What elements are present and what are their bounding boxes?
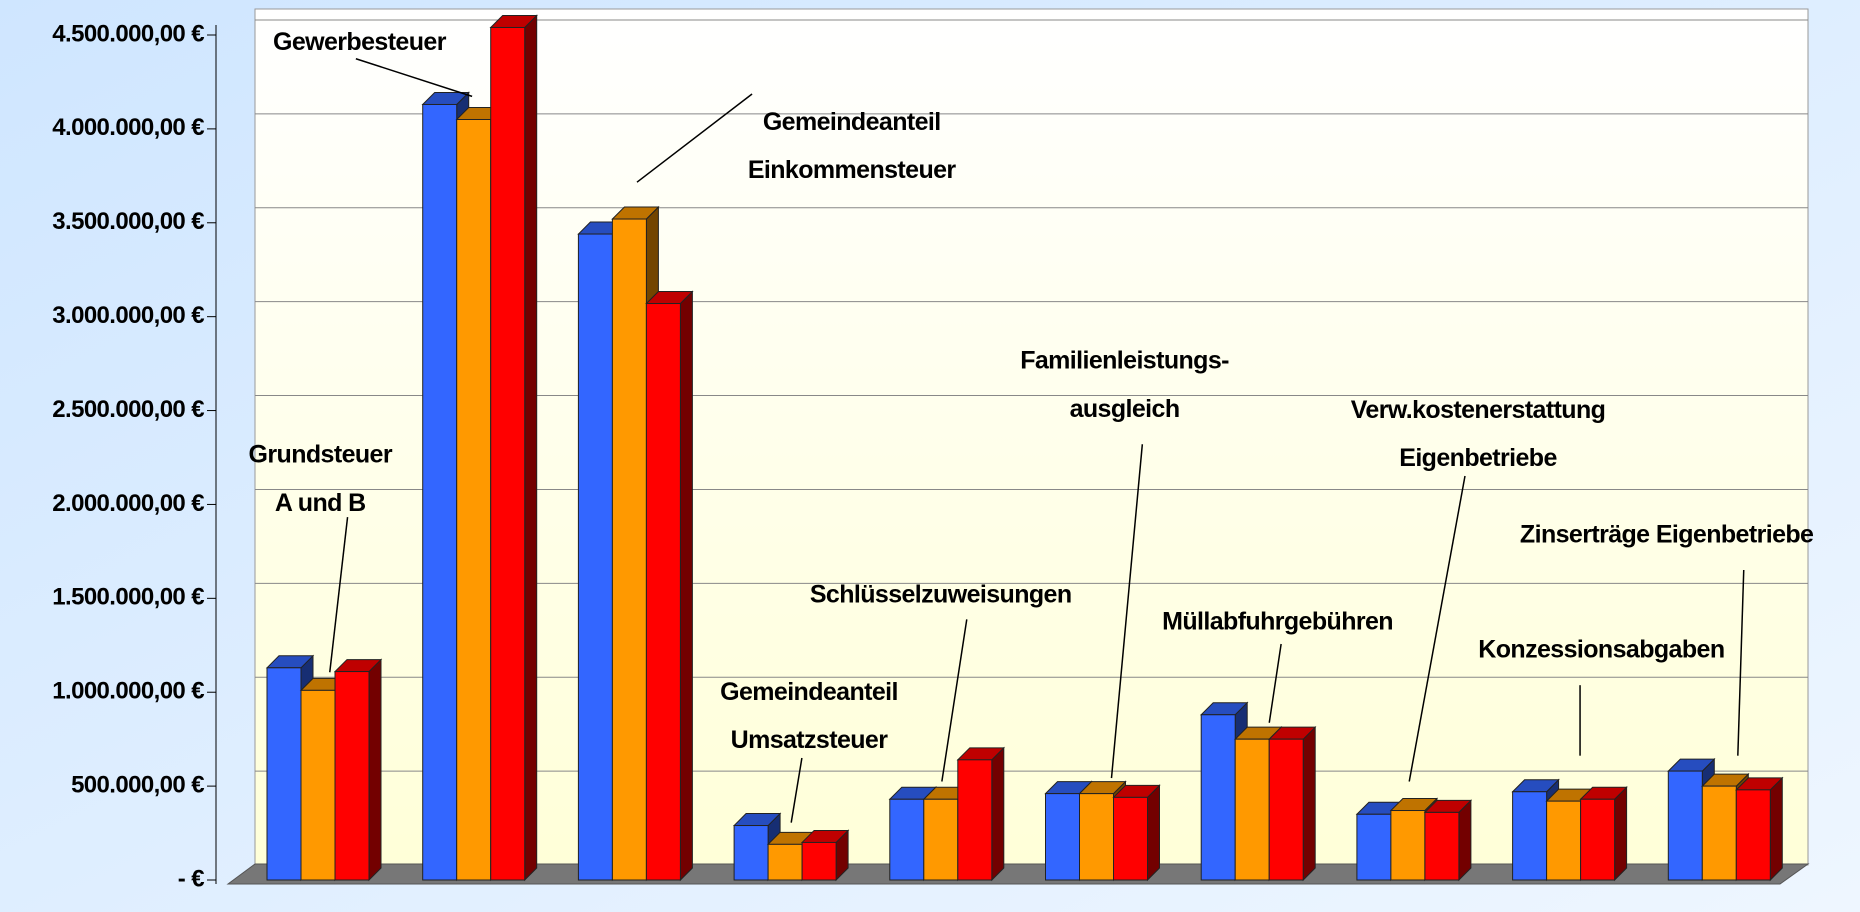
bar (889, 798, 925, 881)
leader-line (1408, 475, 1466, 782)
y-tick-label: 500.000,00 € (71, 771, 204, 798)
category-label: Familienleistungs- (1020, 347, 1229, 375)
y-tick-label: 4.500.000,00 € (52, 20, 204, 47)
category-label: Umsatzsteuer (731, 726, 889, 754)
bar (422, 103, 458, 881)
bar (456, 119, 492, 881)
bar-side (1147, 784, 1160, 882)
bar-side (1458, 799, 1472, 882)
bar (1200, 714, 1236, 881)
bar (957, 759, 993, 881)
leader-line (355, 58, 473, 98)
bar (1735, 789, 1771, 881)
bar-side (1614, 786, 1628, 882)
bar-side (679, 290, 693, 882)
category-label: Schlüsselzuweisungen (810, 580, 1072, 608)
category-label: Gemeindeanteil (720, 678, 898, 706)
bar (645, 303, 681, 881)
bar (1045, 793, 1080, 881)
bar (1701, 785, 1737, 881)
category-label: Eigenbetriebe (1399, 444, 1557, 472)
y-tick-label: 4.000.000,00 € (52, 114, 204, 141)
leader-line (1268, 643, 1282, 723)
bar (1580, 798, 1616, 881)
bar (767, 843, 803, 881)
bar (1667, 770, 1703, 881)
leader-line (636, 93, 753, 183)
bar (300, 689, 336, 881)
y-tick-label: 1.500.000,00 € (52, 584, 204, 611)
leader-line (790, 757, 803, 823)
bar-side (1302, 725, 1316, 882)
category-label: Grundsteuer (249, 441, 393, 469)
bar (1356, 813, 1392, 881)
bar (1268, 738, 1304, 881)
bar (1234, 738, 1270, 881)
y-tick-label: - € (178, 865, 204, 892)
category-label: Verw.kostenerstattung (1351, 396, 1606, 424)
bar (801, 841, 837, 881)
leader-line (329, 517, 349, 673)
category-label: Gewerbesteuer (273, 28, 447, 56)
category-label: ausgleich (1070, 395, 1180, 423)
bar (1512, 791, 1548, 881)
bar (577, 233, 613, 881)
category-label: Gemeindeanteil (763, 108, 941, 136)
leader-line (1737, 569, 1745, 756)
bar (1424, 811, 1460, 881)
y-tick-label: 3.500.000,00 € (52, 208, 204, 235)
bar (1113, 796, 1148, 881)
y-tick-label: 2.000.000,00 € (52, 490, 204, 517)
bar (1546, 800, 1582, 881)
bar (266, 667, 302, 881)
category-label: Müllabfuhrgebühren (1162, 607, 1393, 635)
leader-line (1110, 444, 1144, 779)
category-label: A und B (275, 489, 366, 517)
bar (1079, 793, 1114, 881)
y-tick-label: 3.000.000,00 € (52, 302, 204, 329)
bar-side (368, 658, 382, 882)
bar (490, 26, 526, 881)
category-label: Konzessionsabgaben (1478, 636, 1724, 664)
leader-line (941, 619, 968, 782)
bar (923, 798, 959, 881)
y-tick-label: 1.000.000,00 € (52, 678, 204, 705)
category-label: Zinserträge Eigenbetriebe (1520, 521, 1814, 549)
bar (1390, 810, 1426, 881)
y-tick-label: 2.500.000,00 € (52, 396, 204, 423)
bar-side (991, 746, 1005, 882)
category-label: Einkommensteuer (748, 156, 957, 184)
bar-side (1769, 776, 1783, 882)
bar (733, 825, 769, 881)
bar (611, 218, 647, 881)
bar-side (524, 14, 538, 882)
bar (334, 671, 370, 881)
